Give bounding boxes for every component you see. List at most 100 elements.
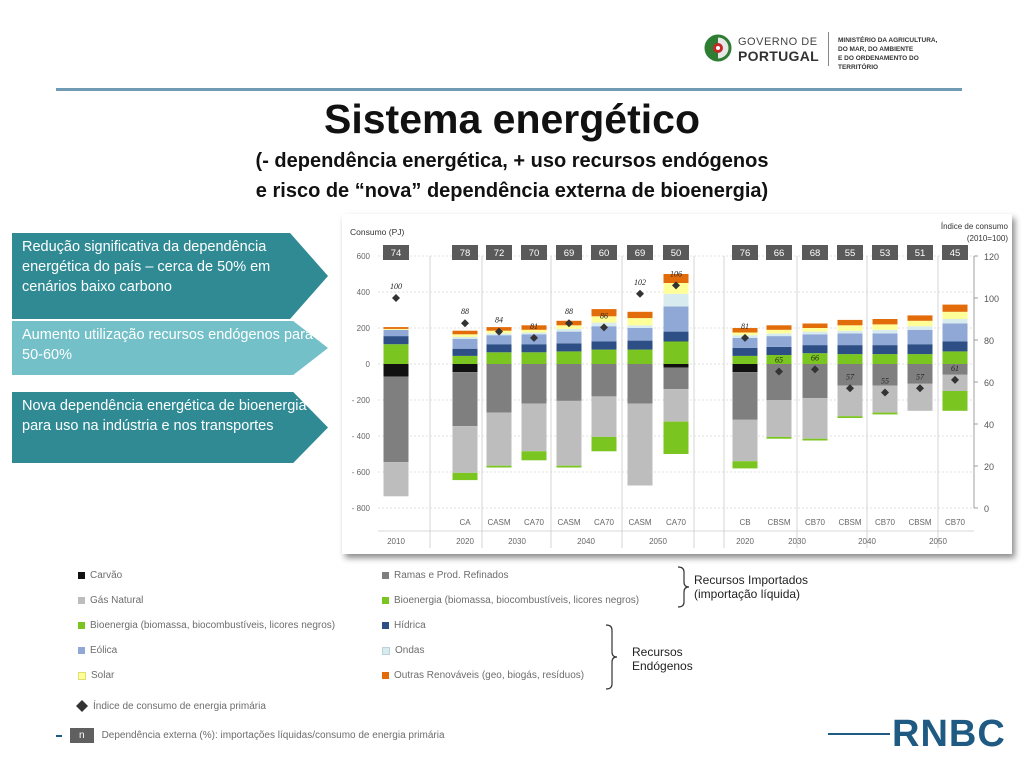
bar-segment xyxy=(907,315,933,321)
bar-segment xyxy=(486,335,512,345)
legend-label: Ramas e Prod. Refinados xyxy=(394,570,509,581)
bar-segment xyxy=(732,461,758,469)
dependency-box xyxy=(663,245,689,260)
dependency-box xyxy=(837,245,863,260)
bar-segment xyxy=(452,364,478,373)
bar-segment xyxy=(907,344,933,355)
ministry-line: MINISTÉRIO DA AGRICULTURA, xyxy=(838,37,938,44)
category-label: CB70 xyxy=(875,518,896,527)
category-label: CB70 xyxy=(945,518,966,527)
bar-segment xyxy=(942,319,968,324)
brace-endogenous xyxy=(605,624,618,690)
bar-segment xyxy=(802,438,828,441)
bar-segment xyxy=(556,343,582,352)
legend-item: Carvão xyxy=(78,570,122,581)
bar-segment xyxy=(521,329,547,333)
bar-segment xyxy=(627,340,653,350)
bar-segment xyxy=(591,309,617,317)
bar-segment xyxy=(663,274,689,283)
chart-panel: Consumo (PJ) Índice de consumo (2010=100) 6… xyxy=(342,214,1012,554)
year-label: 2020 xyxy=(456,537,474,546)
bar-segment xyxy=(907,354,933,364)
dependency-box xyxy=(907,245,933,260)
bar-segment xyxy=(452,338,478,349)
dependency-box xyxy=(872,245,898,260)
bar-segment xyxy=(837,364,863,386)
bar-segment xyxy=(872,412,898,415)
bar-segment xyxy=(591,341,617,350)
bar-segment xyxy=(837,345,863,355)
index-label: 100 xyxy=(390,282,402,291)
ministry-line: DO MAR, DO AMBIENTE xyxy=(838,46,914,53)
bar-segment xyxy=(627,318,653,326)
legend-item: Bioenergia (biomassa, biocombustíveis, l… xyxy=(78,620,335,631)
dependency-value: 78 xyxy=(460,248,471,259)
bar-segment xyxy=(663,331,689,342)
bar-segment xyxy=(627,311,653,319)
bar-segment xyxy=(627,403,653,486)
bar-segment xyxy=(872,364,898,386)
dependency-box xyxy=(452,245,478,260)
legend-label: Ondas xyxy=(395,645,425,656)
category-label: CB70 xyxy=(805,518,826,527)
bar-segment xyxy=(766,329,792,334)
bar-segment xyxy=(452,426,478,473)
legend-item: Ramas e Prod. Refinados xyxy=(382,570,509,581)
dependency-box xyxy=(521,245,547,260)
category-label: CA xyxy=(459,518,471,527)
bar-segment xyxy=(452,355,478,364)
bar-segment xyxy=(556,364,582,401)
dependency-box xyxy=(556,245,582,260)
category-label: CB xyxy=(739,518,750,527)
dependency-value: 69 xyxy=(564,248,575,259)
bar-segment xyxy=(802,323,828,328)
index-label: 81 xyxy=(530,322,538,331)
diamond-icon xyxy=(76,700,88,712)
dependency-value: 72 xyxy=(494,248,505,259)
legend-label: Solar xyxy=(91,670,115,681)
index-marker xyxy=(636,289,644,298)
y2-axis-title: Índice de consumo xyxy=(941,222,1009,231)
y2-tick-label: 80 xyxy=(984,336,994,346)
bar-segment xyxy=(452,337,478,339)
legend-label: Gás Natural xyxy=(90,595,144,606)
dependency-value: 68 xyxy=(810,248,821,259)
dependency-value: 45 xyxy=(950,248,961,259)
y-tick-label: 400 xyxy=(357,288,371,297)
legend-item: Ondas xyxy=(382,645,424,656)
y-axis-title: Consumo (PJ) xyxy=(350,227,404,237)
index-marker xyxy=(565,319,573,328)
index-label: 106 xyxy=(670,269,682,278)
y-tick-label: 200 xyxy=(357,324,371,333)
bar-segment xyxy=(942,341,968,352)
bar-segment xyxy=(907,364,933,384)
bar-segment xyxy=(521,344,547,353)
bar-segment xyxy=(383,462,409,497)
dependency-box xyxy=(627,245,653,260)
bar-segment xyxy=(766,333,792,337)
legend-item-index: Índice de consumo de energia primária xyxy=(76,700,266,712)
bar-segment xyxy=(872,354,898,364)
category-label: CASM xyxy=(487,518,510,527)
energy-chart: Consumo (PJ) Índice de consumo (2010=100) 6… xyxy=(350,222,1009,548)
dependency-box xyxy=(383,245,409,260)
bar-segment xyxy=(556,351,582,364)
callout-arrow-bioenergy: Nova dependência energética de bioenergi… xyxy=(12,392,328,463)
category-label: CA70 xyxy=(666,518,687,527)
bar-segment xyxy=(591,364,617,397)
bar-segment xyxy=(837,325,863,331)
dependency-box xyxy=(802,245,828,260)
bar-segment xyxy=(521,364,547,404)
bar-segment xyxy=(383,327,409,329)
bar-segment xyxy=(627,364,653,404)
bar-segment xyxy=(663,293,689,307)
bar-segment xyxy=(663,367,689,390)
index-marker xyxy=(392,294,400,302)
bar-segment xyxy=(591,316,617,323)
index-label: 65 xyxy=(775,356,783,365)
bar-segment xyxy=(663,389,689,422)
legend-swatch xyxy=(78,671,86,680)
y2-tick-label: 20 xyxy=(984,462,994,472)
index-marker xyxy=(461,319,469,328)
bar-segment xyxy=(802,328,828,332)
